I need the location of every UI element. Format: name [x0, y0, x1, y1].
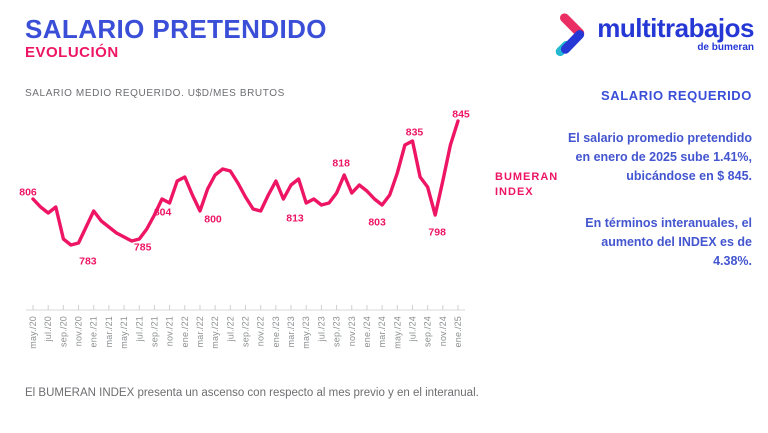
x-axis-tick-label: jul./24 — [407, 316, 417, 342]
x-axis-tick-label: nov./20 — [74, 316, 84, 346]
x-axis-tick-label: sep./20 — [58, 316, 68, 347]
page-title: SALARIO PRETENDIDO — [25, 14, 327, 44]
salary-line — [31, 119, 460, 247]
chart-caption: SALARIO MEDIO REQUERIDO. U$D/MES BRUTOS — [25, 88, 285, 99]
footnote: El BUMERAN INDEX presenta un ascenso con… — [25, 387, 479, 399]
x-axis-tick-label: ene./24 — [362, 316, 372, 347]
logo-tagline: de bumeran — [697, 42, 754, 53]
x-axis-tick-label: may./23 — [301, 316, 311, 349]
bumeran-index-label: BUMERAN INDEX — [495, 170, 558, 200]
data-point-label: 818 — [332, 158, 350, 170]
x-axis-tick-label: may./20 — [28, 316, 38, 349]
x-axis-tick-label: jul./23 — [316, 316, 326, 342]
x-axis-tick-label: nov./21 — [165, 316, 175, 346]
x-axis-tick-label: sep./24 — [423, 316, 433, 347]
data-point-label: 804 — [154, 207, 172, 219]
x-axis-tick-label: sep./23 — [332, 316, 342, 347]
logo: multitrabajos de bumeran — [555, 10, 754, 58]
data-point-label: 803 — [368, 217, 386, 229]
x-axis-tick-label: may./24 — [392, 316, 402, 349]
x-axis-tick-label: ene./23 — [271, 316, 281, 347]
summary-interannual-line2: aumento del INDEX es de — [601, 235, 752, 249]
summary-monthly-line3: ubicándose en $ 845. — [626, 169, 752, 183]
data-point-label: 813 — [286, 213, 304, 225]
summary-monthly-line2: en enero de 2025 sube 1.41%, — [575, 150, 752, 164]
x-axis-tick-label: nov./22 — [256, 316, 266, 346]
x-axis-tick-label: ene./21 — [89, 316, 99, 347]
data-point-label: 835 — [406, 127, 424, 139]
bumeran-index-line1: BUMERAN — [495, 171, 559, 183]
x-axis-tick-label: mar./21 — [104, 316, 114, 347]
summary-paragraph-monthly: El salario promedio pretendido en enero … — [552, 129, 752, 186]
x-axis-tick-label: jul./20 — [43, 316, 53, 342]
x-axis-tick-label: may./22 — [210, 316, 220, 349]
bumeran-index-line2: INDEX — [495, 186, 534, 198]
summary-interannual-line1: En términos interanuales, el — [585, 216, 752, 230]
summary-heading: SALARIO REQUERIDO — [600, 88, 752, 103]
x-axis-tick-label: ene./25 — [453, 316, 463, 347]
summary-paragraph-interannual: En términos interanuales, el aumento del… — [552, 214, 752, 271]
logo-wordmark: multitrabajos — [597, 13, 754, 43]
x-axis-tick-label: jul./21 — [134, 316, 144, 342]
x-axis-tick-label: may./21 — [119, 316, 129, 349]
x-axis-tick-label: sep./22 — [241, 316, 251, 347]
data-point-label: 800 — [204, 214, 222, 226]
x-axis-tick-label: ene./22 — [180, 316, 190, 347]
salary-evolution-chart: may./20 jul./20 sep./20 nov./20 ene./21 mar./… — [19, 109, 470, 349]
x-axis-tick-label: mar./22 — [195, 316, 205, 347]
data-point-label: 845 — [452, 109, 470, 121]
summary-interannual-line3: 4.38%. — [713, 254, 752, 268]
summary-panel: SALARIO REQUERIDO El salario promedio pr… — [552, 88, 752, 271]
data-point-label: 806 — [19, 187, 37, 199]
x-axis-tick-label: mar./23 — [286, 316, 296, 347]
x-axis-tick-label: mar./24 — [377, 316, 387, 347]
data-point-label: 783 — [79, 256, 97, 268]
summary-monthly-line1: El salario promedio pretendido — [567, 131, 752, 145]
logo-chevron-icon — [555, 13, 585, 57]
data-point-label: 798 — [428, 227, 446, 239]
x-axis-tick-label: nov./23 — [347, 316, 357, 346]
page-subtitle: EVOLUCIÓN — [25, 44, 119, 61]
x-axis-tick-label: nov./24 — [438, 316, 448, 346]
x-axis-tick-label: jul./22 — [225, 316, 235, 342]
x-axis-tick-label: sep./21 — [149, 316, 159, 347]
data-point-label: 785 — [134, 242, 152, 254]
logo-text: multitrabajos de bumeran — [597, 15, 754, 53]
